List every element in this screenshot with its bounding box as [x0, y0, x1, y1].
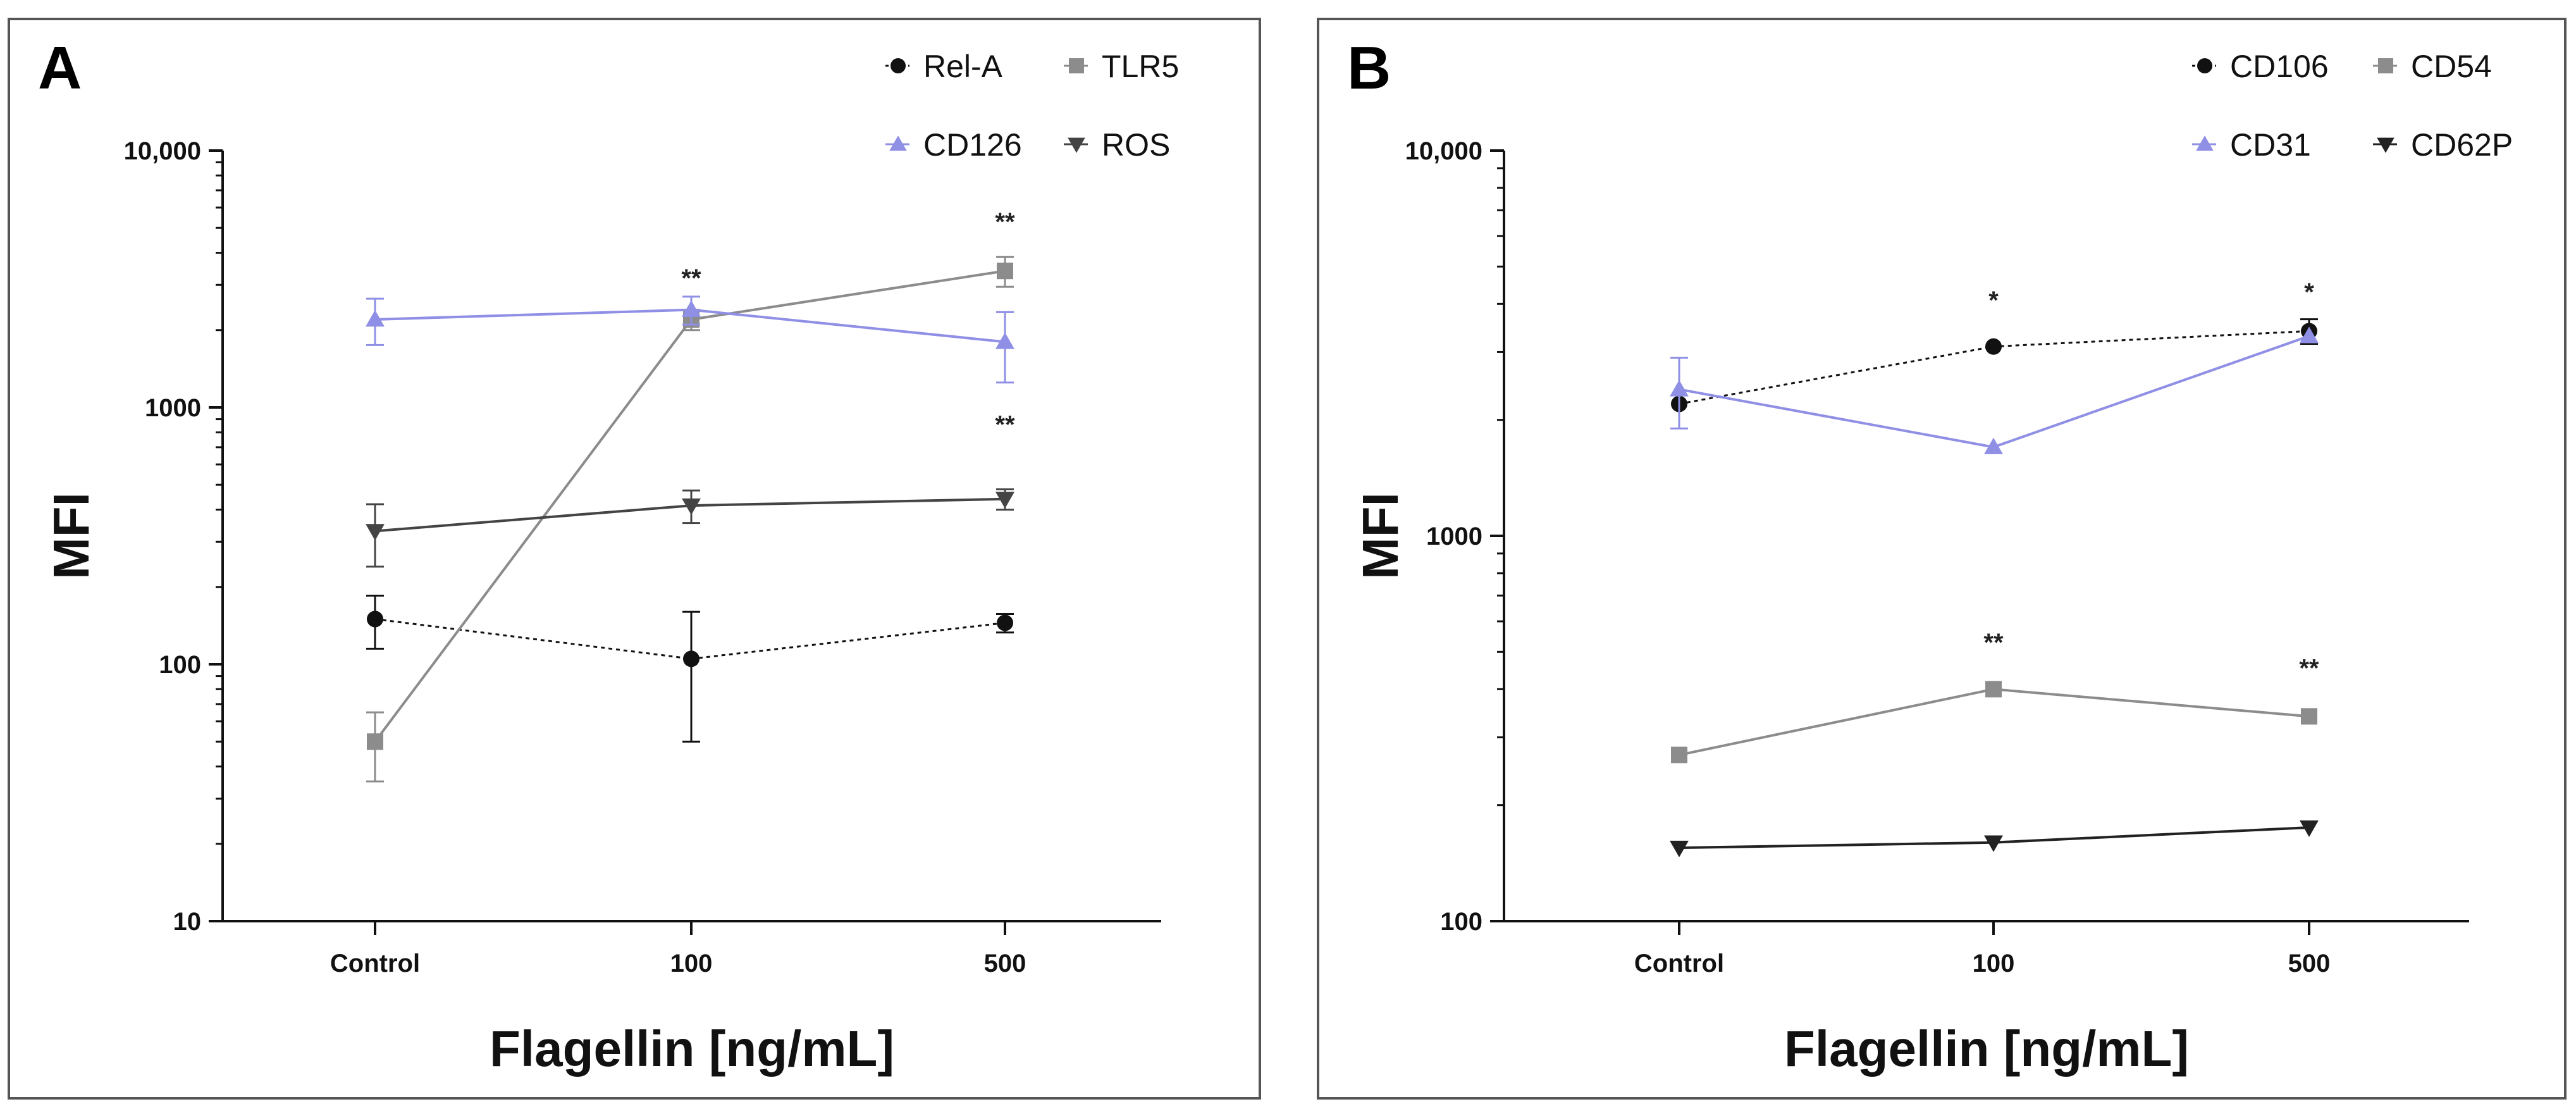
panel-b-letter: B [1347, 34, 1391, 102]
panel-a-series-rel-a-legend-marker [891, 58, 906, 73]
panel-a-series-ros-point [682, 498, 701, 516]
panel-b-series-cd31-point [1984, 437, 2003, 454]
panel-b-series-cd62p-point [2300, 820, 2319, 837]
panel-a-series-cd126-point [366, 310, 385, 327]
panel-a-series-tlr5-point [367, 733, 383, 750]
panel-b-y-axis-title: MFI [1352, 492, 1408, 580]
panel-b-series-cd54-point [2301, 708, 2317, 725]
panel-a-series-rel-a-point [683, 650, 699, 667]
panel-a-y-tick-label: 100 [159, 651, 201, 679]
panel-b-x-axis-title: Flagellin [ng/mL] [1784, 1020, 2189, 1077]
panel-a-x-tick-label: 100 [670, 950, 713, 977]
panel-a-significance-mark: ** [995, 411, 1015, 439]
panel-a-letter: A [38, 34, 82, 102]
panel-b-series-cd31-point [1670, 380, 1689, 397]
panel-b-series-cd62p-point [1984, 835, 2003, 852]
panel-a-x-tick-label: 500 [984, 950, 1026, 977]
panel-a-y-tick-label: 1000 [145, 394, 201, 422]
panel-b-series-cd31-point [2300, 326, 2319, 344]
panel-a-series-ros-point [995, 492, 1014, 509]
panel-b-series-cd62p-legend-marker [2377, 137, 2394, 153]
panel-a-series-cd126-legend-marker [889, 135, 907, 151]
panel-a-series-rel-a-point [997, 614, 1013, 631]
panel-b-series-cd62p-point [1670, 840, 1689, 858]
panel-b-x-tick-label: Control [1634, 950, 1724, 977]
panel-b-x-tick-label: 500 [2288, 950, 2331, 977]
panel-a-y-tick-label: 10,000 [124, 137, 201, 165]
panel-a-series-tlr5-legend-marker [1069, 58, 1084, 73]
panel-a-y-tick-label: 10 [173, 908, 202, 936]
panel-a-x-axis-title: Flagellin [ng/mL] [490, 1020, 894, 1077]
panel-a-series-cd126-point [995, 332, 1014, 349]
panel-b-series-cd62p-legend-label: CD62P [2411, 127, 2513, 163]
panel-b-significance-mark: * [1988, 287, 1999, 314]
panel-b-frame [1317, 18, 2567, 1100]
panel-b-series-cd31-legend-marker [2196, 135, 2214, 151]
panel-b-significance-mark: ** [2299, 654, 2319, 682]
panel-b-y-tick-label: 100 [1440, 908, 1482, 936]
panel-a-y-axis-title: MFI [43, 492, 99, 580]
panel-a-significance-mark: ** [995, 208, 1015, 236]
panel-b-series-cd54-legend-label: CD54 [2411, 49, 2492, 84]
panel-b-series-cd106-legend-marker [2197, 58, 2212, 73]
panel-b-y-tick-label: 1000 [1426, 523, 1482, 550]
panel-b-significance-mark: ** [1983, 629, 2004, 657]
panel-a-significance-mark: ** [681, 264, 701, 292]
panel-a-series-ros-legend-marker [1068, 137, 1085, 153]
panel-b-significance-mark: * [2304, 278, 2314, 306]
panel-a-series-rel-a-point [367, 611, 383, 628]
panel-b-y-tick-label: 10,000 [1405, 137, 1482, 165]
panel-a-frame [8, 18, 1261, 1100]
panel-b-series-cd106-point [1985, 338, 2002, 355]
panel-b-series-cd31-legend-label: CD31 [2230, 127, 2311, 163]
panel-b-x-tick-label: 100 [1973, 950, 2015, 977]
panel-a-series-rel-a-legend-label: Rel-A [923, 49, 1003, 84]
panel-a-series-cd126-legend-label: CD126 [923, 127, 1022, 163]
panel-a-series-tlr5-point [997, 263, 1013, 280]
panel-a-series-cd126-point [682, 300, 701, 317]
panel-a-series-ros-point [366, 524, 385, 541]
panel-a-series-tlr5-legend-label: TLR5 [1102, 49, 1179, 84]
panel-b-series-cd54-point [1671, 747, 1687, 764]
panel-a-x-tick-label: Control [330, 950, 420, 977]
panel-b-series-cd106-legend-label: CD106 [2230, 49, 2329, 84]
panel-b-series-cd54-point [1985, 681, 2002, 698]
panel-a-series-ros-legend-label: ROS [1102, 127, 1170, 163]
panel-b-series-cd54-line [1679, 688, 2310, 757]
panel-b-series-cd54-legend-marker [2378, 58, 2393, 73]
